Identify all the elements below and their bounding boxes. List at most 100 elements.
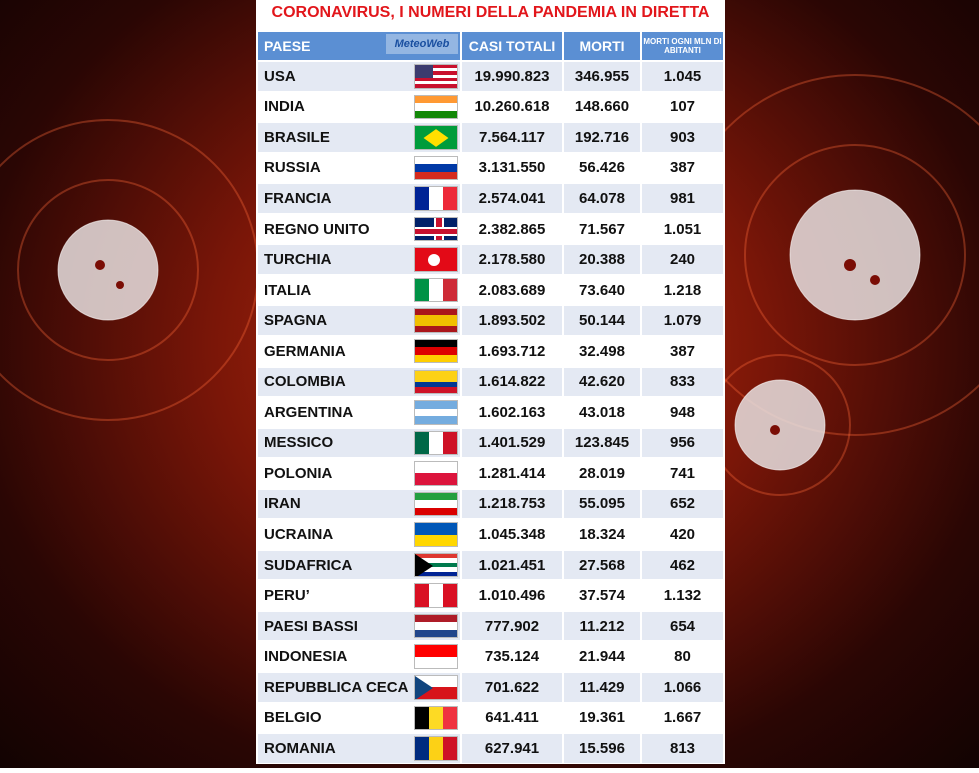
value-cell: 20.388 xyxy=(564,245,640,274)
flag-stripe xyxy=(415,71,457,75)
flag-stripe xyxy=(415,278,429,302)
value-cell: 777.902 xyxy=(462,611,562,641)
flag-stripe xyxy=(415,614,457,623)
value-cell: 42.620 xyxy=(564,367,640,397)
value-cell: 80 xyxy=(642,642,723,671)
flag xyxy=(414,522,458,547)
flag-stripe xyxy=(415,462,457,474)
value-cell: 56.426 xyxy=(564,153,640,183)
value-cell: 948 xyxy=(642,398,723,427)
flag xyxy=(414,155,458,181)
flag-stripe xyxy=(415,558,457,563)
flag xyxy=(414,308,458,333)
flag-stripe xyxy=(415,387,457,394)
value-cell: 1.693.712 xyxy=(462,336,562,366)
flag-stripe xyxy=(415,473,457,485)
flag xyxy=(414,736,458,761)
value-cell: 1.667 xyxy=(642,703,723,733)
value-cell: 148.660 xyxy=(564,92,640,122)
value-cell: 981 xyxy=(642,184,723,213)
flag-stripe xyxy=(415,381,457,388)
value-cell: 641.411 xyxy=(462,703,562,733)
flag-stripe xyxy=(415,737,429,760)
value-cell: 701.622 xyxy=(462,673,562,702)
value-cell: 55.095 xyxy=(564,489,640,519)
value-cell: 15.596 xyxy=(564,734,640,763)
value-cell: 1.893.502 xyxy=(462,306,562,335)
value-cell: 652 xyxy=(642,489,723,519)
flag-stripe xyxy=(429,431,443,455)
flag-stripe xyxy=(415,171,457,180)
flag-stripe xyxy=(415,65,457,69)
flag-stripe xyxy=(415,74,457,78)
column-header: MORTI xyxy=(564,32,640,60)
value-cell: 2.083.689 xyxy=(462,275,562,305)
flag xyxy=(414,461,458,486)
flag-stripe xyxy=(415,187,429,210)
flag-stripe xyxy=(429,706,443,730)
country-cell: INDONESIA xyxy=(258,642,460,671)
flag xyxy=(414,369,458,395)
value-cell: 654 xyxy=(642,611,723,641)
flag-emblem xyxy=(428,254,440,267)
flag-stripe xyxy=(415,408,457,417)
flag-stripe xyxy=(415,534,457,546)
value-cell: 21.944 xyxy=(564,642,640,671)
value-cell: 420 xyxy=(642,520,723,549)
flag-stripe xyxy=(415,416,457,424)
value-cell: 50.144 xyxy=(564,306,640,335)
flag-stripe xyxy=(415,401,457,409)
title: CORONAVIRUS, I NUMERI DELLA PANDEMIA IN … xyxy=(271,4,710,21)
flag-stripe xyxy=(443,706,457,730)
flag-stripe xyxy=(443,737,457,760)
flag xyxy=(414,644,458,669)
flag xyxy=(414,675,458,700)
table-panel: CORONAVIRUS, I NUMERI DELLA PANDEMIA IN … xyxy=(256,0,725,764)
flag-stripe xyxy=(429,187,443,210)
value-cell: 1.281.414 xyxy=(462,459,562,488)
flag xyxy=(414,491,458,517)
flag-stripe xyxy=(415,507,457,516)
flag-stripe xyxy=(415,320,457,327)
flag xyxy=(414,430,458,456)
flag-stripe xyxy=(415,339,457,348)
flag-stripe xyxy=(415,110,457,119)
column-header: CASI TOTALI xyxy=(462,32,562,60)
flag-stripe xyxy=(415,523,457,535)
value-cell: 462 xyxy=(642,550,723,580)
value-cell: 956 xyxy=(642,428,723,458)
flag xyxy=(414,583,458,608)
flag-stripe xyxy=(443,431,457,455)
value-cell: 71.567 xyxy=(564,214,640,244)
value-cell: 1.602.163 xyxy=(462,398,562,427)
flag xyxy=(414,94,458,120)
flag-stripe xyxy=(415,584,429,607)
value-cell: 1.051 xyxy=(642,214,723,244)
flag-stripe xyxy=(415,309,457,316)
value-cell: 73.640 xyxy=(564,275,640,305)
flag xyxy=(414,705,458,731)
flag-stripe xyxy=(415,553,457,559)
flag xyxy=(414,400,458,425)
value-cell: 1.045.348 xyxy=(462,520,562,549)
value-cell: 19.361 xyxy=(564,703,640,733)
value-cell: 741 xyxy=(642,459,723,488)
value-cell: 107 xyxy=(642,92,723,122)
flag-stripe xyxy=(415,103,457,111)
value-cell: 11.212 xyxy=(564,611,640,641)
flag-stripe xyxy=(443,584,457,607)
value-cell: 43.018 xyxy=(564,398,640,427)
value-cell: 2.382.865 xyxy=(462,214,562,244)
value-cell: 240 xyxy=(642,245,723,274)
flag-stripe xyxy=(415,164,457,172)
flag xyxy=(414,277,458,303)
flag-stripe xyxy=(415,77,457,82)
flag-stripe xyxy=(415,95,457,104)
value-cell: 1.066 xyxy=(642,673,723,702)
flag xyxy=(414,186,458,211)
value-cell: 346.955 xyxy=(564,62,640,91)
value-cell: 1.045 xyxy=(642,62,723,91)
value-cell: 3.131.550 xyxy=(462,153,562,183)
